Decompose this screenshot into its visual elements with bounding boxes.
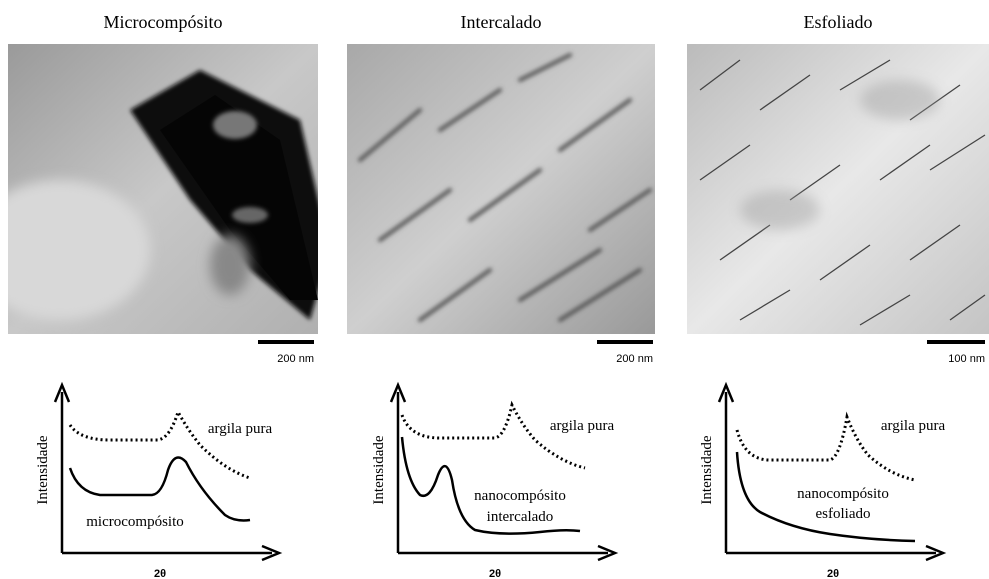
- curve-label: nanocompósito: [474, 488, 566, 504]
- y-axis-label: Intensidade: [699, 435, 715, 504]
- curve-label: argila pura: [881, 418, 946, 434]
- x-axis-label: 2θ: [827, 568, 839, 579]
- scale-label: 200 nm: [277, 353, 314, 365]
- xrd-plot: [391, 385, 615, 560]
- y-axis-label: Intensidade: [35, 435, 51, 504]
- panel-title: Intercalado: [461, 12, 542, 32]
- curve-label: intercalado: [487, 509, 554, 525]
- tem-image: [347, 44, 655, 334]
- y-axis-label: Intensidade: [371, 435, 387, 504]
- curve-label: argila pura: [550, 418, 615, 434]
- scale-label: 100 nm: [948, 353, 985, 365]
- curve-label: nanocompósito: [797, 486, 889, 502]
- xrd-plot: [55, 385, 279, 560]
- xrd-plot: [719, 385, 943, 560]
- tem-image: [687, 44, 989, 334]
- panel-title: Microcompósito: [104, 12, 223, 32]
- scale-label: 200 nm: [616, 353, 653, 365]
- x-axis-label: 2θ: [154, 568, 166, 579]
- tem-image: [0, 44, 330, 334]
- x-axis-label: 2θ: [489, 568, 501, 579]
- curve-label: microcompósito: [86, 514, 184, 530]
- curve-label: argila pura: [208, 421, 273, 437]
- figure: Microcompósito Intercalado Esfoliado 200…: [0, 0, 989, 579]
- panel-title: Esfoliado: [804, 12, 873, 32]
- curve-label: esfoliado: [816, 506, 871, 522]
- scale-bar: [258, 340, 985, 344]
